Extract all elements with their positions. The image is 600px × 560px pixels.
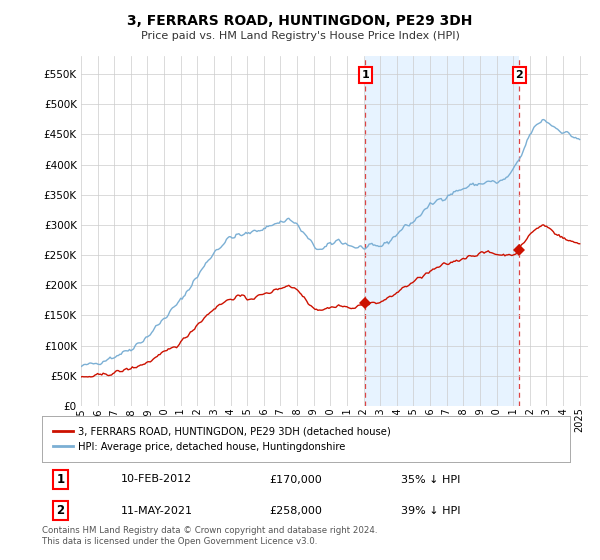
Text: £258,000: £258,000 (269, 506, 322, 516)
Bar (365, 56, 520, 406)
Text: 1: 1 (56, 473, 65, 486)
Text: 2: 2 (515, 70, 523, 80)
Text: 39% ↓ HPI: 39% ↓ HPI (401, 506, 461, 516)
Text: 10-FEB-2012: 10-FEB-2012 (121, 474, 193, 484)
Text: 35% ↓ HPI: 35% ↓ HPI (401, 474, 460, 484)
Text: 3, FERRARS ROAD, HUNTINGDON, PE29 3DH: 3, FERRARS ROAD, HUNTINGDON, PE29 3DH (127, 14, 473, 28)
Text: Contains HM Land Registry data © Crown copyright and database right 2024.
This d: Contains HM Land Registry data © Crown c… (42, 526, 377, 546)
Text: Price paid vs. HM Land Registry's House Price Index (HPI): Price paid vs. HM Land Registry's House … (140, 31, 460, 41)
Text: £170,000: £170,000 (269, 474, 322, 484)
Text: 2: 2 (56, 504, 65, 517)
Text: 11-MAY-2021: 11-MAY-2021 (121, 506, 193, 516)
Legend: 3, FERRARS ROAD, HUNTINGDON, PE29 3DH (detached house), HPI: Average price, deta: 3, FERRARS ROAD, HUNTINGDON, PE29 3DH (d… (47, 421, 397, 458)
Text: 1: 1 (362, 70, 369, 80)
